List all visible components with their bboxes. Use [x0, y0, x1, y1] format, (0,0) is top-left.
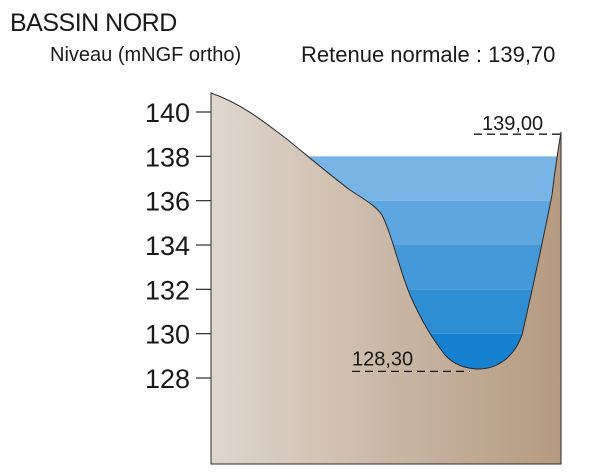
axis-ticks: 140 138 136 134 132 130 128 — [145, 98, 211, 394]
ground-outline — [210, 92, 562, 465]
axis-tick-label: 134 — [145, 231, 190, 261]
axis-tick-label: 132 — [145, 275, 190, 305]
bottom-level-label: 128,30 — [352, 348, 413, 370]
normal-level-label: Retenue normale : 139,70 — [301, 42, 556, 67]
axis-tick-label: 138 — [145, 142, 190, 172]
axis-tick-label: 128 — [145, 364, 190, 394]
crest-annotation: 139,00 — [474, 113, 561, 135]
axis-tick-label: 130 — [145, 320, 190, 350]
axis-tick-label: 136 — [145, 187, 190, 217]
ground-profile — [211, 93, 561, 464]
bottom-annotation: 128,30 — [352, 348, 470, 373]
crest-level-label: 139,00 — [482, 113, 543, 135]
axis-tick-label: 140 — [145, 98, 190, 128]
page-title: BASSIN NORD — [10, 9, 177, 37]
axis-label: Niveau (mNGF ortho) — [50, 44, 242, 66]
